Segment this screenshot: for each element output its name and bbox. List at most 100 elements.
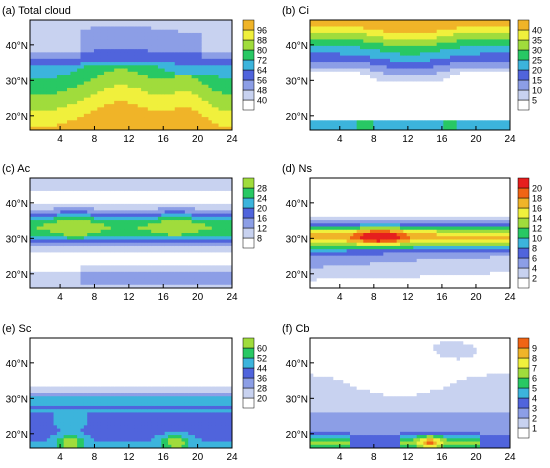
heat-cell: [30, 100, 34, 105]
heat-cell: [215, 81, 219, 86]
heat-cell: [188, 52, 192, 56]
heat-cell: [225, 104, 230, 108]
heat-cell: [100, 78, 105, 82]
heat-cell: [201, 65, 206, 69]
heat-cell: [53, 120, 58, 124]
heat-cell: [83, 42, 88, 47]
heat-cell: [83, 104, 88, 108]
heat-cell: [480, 126, 484, 131]
heat-cell: [326, 26, 331, 31]
heat-cell: [93, 20, 98, 24]
colorbar-swatch: [242, 59, 255, 71]
heat-cell: [93, 29, 98, 34]
heat-cell: [493, 29, 498, 34]
heat-cell: [83, 68, 88, 73]
heat-cell: [400, 123, 404, 128]
heat-cell: [131, 32, 135, 37]
heat-cell: [161, 113, 166, 118]
heat-cell: [63, 91, 68, 95]
heat-cell: [208, 39, 213, 44]
heat-cell: [420, 104, 424, 108]
heat-cell: [114, 91, 118, 95]
heat-cell: [87, 52, 91, 56]
heat-cell: [356, 20, 361, 24]
heat-cell: [393, 68, 398, 73]
heat-cell: [93, 123, 98, 128]
heat-cell: [406, 32, 411, 37]
heat-cell: [310, 36, 314, 40]
heat-cell: [346, 113, 351, 118]
heat-cell: [406, 75, 411, 79]
heat-cell: [168, 87, 172, 92]
heat-cell: [486, 97, 491, 102]
heat-cell: [97, 126, 102, 131]
heat-cell: [346, 65, 351, 69]
heat-cell: [60, 117, 65, 121]
heat-cell: [43, 84, 48, 89]
heat-cell: [151, 39, 155, 44]
heat-cell: [63, 62, 68, 66]
heat-cell: [104, 62, 108, 66]
heat-cell: [157, 42, 162, 47]
heat-cell: [164, 55, 169, 60]
heat-cell: [376, 104, 381, 108]
heat-cell: [423, 26, 428, 31]
heat-cell: [161, 81, 166, 86]
heat-cell: [201, 52, 206, 56]
heat-cell: [53, 271, 58, 276]
heat-cell: [80, 236, 85, 240]
heat-cell: [50, 39, 54, 44]
heat-cell: [386, 107, 391, 111]
heat-cell: [188, 75, 192, 79]
heat-cell: [33, 58, 38, 63]
heat-cell: [416, 68, 421, 73]
heat-cell: [73, 52, 78, 56]
heat-cell: [87, 200, 91, 205]
heat-cell: [340, 107, 344, 111]
heat-cell: [154, 91, 159, 95]
heat-cell: [77, 32, 81, 37]
heat-cell: [400, 42, 404, 47]
heat-cell: [164, 94, 169, 99]
heat-cell: [433, 68, 438, 73]
heat-cell: [410, 113, 414, 118]
heat-cell: [430, 55, 434, 60]
heat-cell: [100, 258, 105, 263]
heat-cell: [436, 104, 441, 108]
heat-cell: [205, 65, 209, 69]
heat-cell: [174, 58, 179, 63]
heat-cell: [124, 100, 129, 105]
heat-cell: [33, 42, 38, 47]
heat-cell: [100, 223, 105, 227]
heat-cell: [363, 75, 368, 79]
heat-cell: [134, 68, 139, 73]
heat-cell: [151, 117, 155, 121]
heat-cell: [205, 49, 209, 53]
heat-cell: [436, 75, 441, 79]
heat-cell: [46, 75, 51, 79]
heat-cell: [506, 42, 511, 47]
heat-cell: [346, 26, 351, 31]
heat-cell: [486, 42, 491, 47]
heat-cell: [60, 36, 65, 40]
heat-cell: [198, 94, 203, 99]
heat-cell: [60, 49, 65, 53]
heat-cell: [486, 52, 491, 56]
heat-cell: [93, 58, 98, 63]
heat-cell: [184, 75, 189, 79]
heat-cell: [80, 32, 85, 37]
heat-cell: [436, 123, 441, 128]
heat-cell: [493, 107, 498, 111]
heat-cell: [320, 45, 324, 50]
heat-cell: [40, 252, 44, 257]
heat-cell: [403, 68, 408, 73]
heat-cell: [480, 84, 484, 89]
heat-cell: [40, 117, 44, 121]
heat-cell: [366, 49, 371, 53]
heat-cell: [134, 23, 139, 27]
heat-cell: [83, 213, 88, 218]
heat-cell: [366, 84, 371, 89]
heat-cell: [310, 39, 314, 44]
heat-cell: [87, 49, 91, 53]
heat-cell: [36, 107, 41, 111]
